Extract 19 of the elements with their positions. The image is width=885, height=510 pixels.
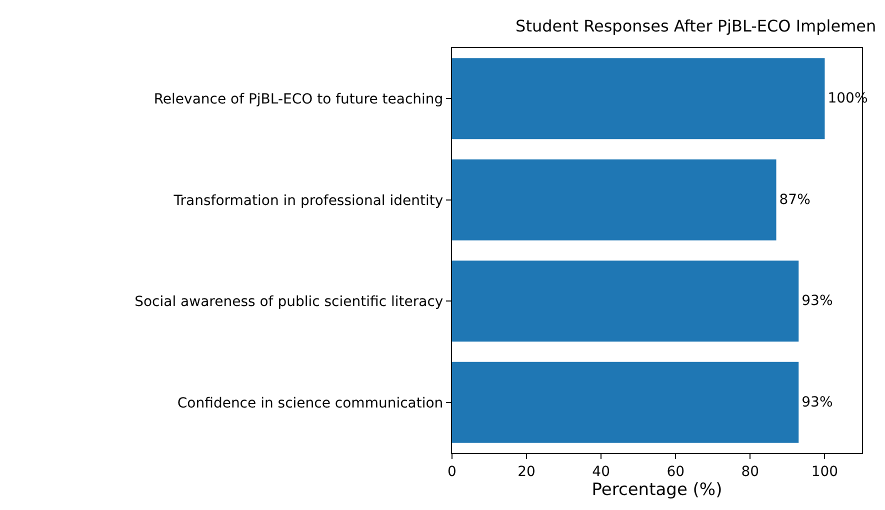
y-tick-label: Confidence in science communication — [177, 395, 444, 412]
y-tick-label: Transformation in professional identity — [172, 192, 444, 209]
data-label: 87% — [779, 192, 810, 208]
y-tick-label: Social awareness of public scientific literacy — [134, 294, 444, 310]
bar — [452, 58, 825, 140]
bar — [452, 260, 799, 342]
y-tick-label: Relevance of PjBL-ECO to future teaching — [154, 92, 444, 108]
x-tick-label: 40 — [592, 464, 610, 480]
data-label: 93% — [802, 394, 833, 410]
x-tick-label: 80 — [741, 464, 760, 480]
bar — [452, 362, 799, 443]
data-label: 93% — [802, 293, 833, 310]
x-tick-label: 20 — [518, 464, 536, 480]
bar — [452, 159, 776, 240]
x-tick-label: 60 — [666, 464, 685, 480]
x-tick-label: 100 — [811, 464, 838, 480]
chart-title: Student Responses After PjBL-ECO Implemen — [516, 16, 876, 36]
x-tick-label: 0 — [448, 464, 456, 480]
x-axis-title: Percentage (%) — [592, 480, 722, 500]
